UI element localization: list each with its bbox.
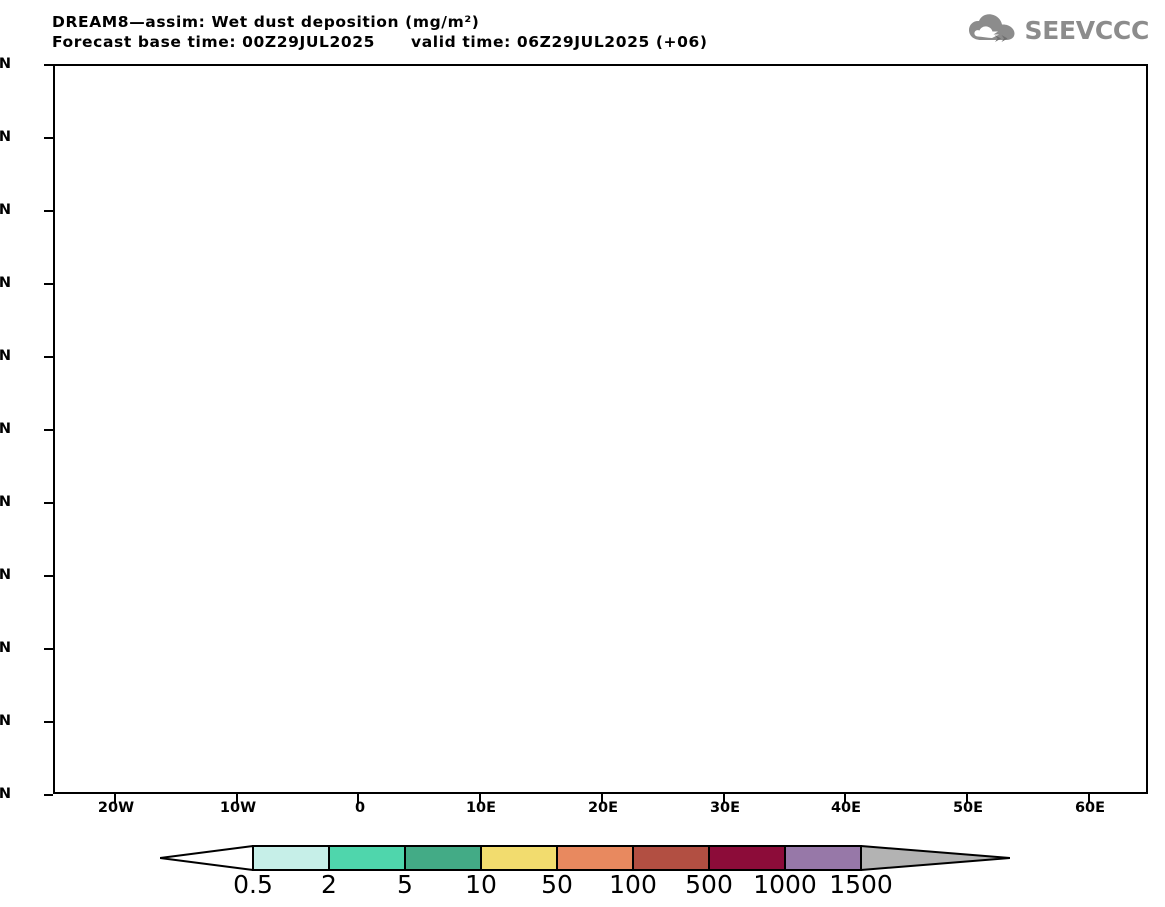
- chart-subtitle-text: Forecast base time: 00Z29JUL2025 valid t…: [52, 33, 708, 51]
- chart-title: DREAM8—assim: Wet dust deposition (mg/m²…: [52, 12, 852, 32]
- colorbar[interactable]: 0.5 2 5 10 50 100 500 1000 1500: [160, 845, 1010, 903]
- y-axis-tick: [44, 648, 53, 650]
- colorbar-band-6: [708, 845, 786, 871]
- colorbar-tick-2: 2: [321, 870, 337, 899]
- x-axis-tick: [844, 794, 846, 803]
- map-plot-border: [53, 64, 1148, 794]
- y-axis-label-15N: 15N: [0, 640, 11, 656]
- x-axis-label-60E: 60E: [1074, 800, 1106, 816]
- y-axis-label-45N: 45N: [0, 202, 11, 218]
- colorbar-band-4: [556, 845, 634, 871]
- x-axis-label-20E: 20E: [587, 800, 619, 816]
- colorbar-tick-500: 500: [685, 870, 733, 899]
- colorbar-tick-0.5: 0.5: [233, 870, 273, 899]
- y-axis-label-25N: 25N: [0, 494, 11, 510]
- colorbar-tick-100: 100: [609, 870, 657, 899]
- y-axis-tick: [44, 794, 53, 796]
- x-axis-tick: [114, 794, 116, 803]
- y-axis-tick: [44, 137, 53, 139]
- x-axis-tick: [966, 794, 968, 803]
- colorbar-tick-1500: 1500: [829, 870, 893, 899]
- chart-title-text: DREAM8—assim: Wet dust deposition (mg/m²…: [52, 13, 480, 31]
- colorbar-tick-1000: 1000: [753, 870, 817, 899]
- x-axis-tick: [601, 794, 603, 803]
- x-axis-label-30E: 30E: [709, 800, 741, 816]
- colorbar-under-arrow: [160, 845, 254, 871]
- y-axis-label-50N: 50N: [0, 129, 11, 145]
- x-axis-label-10E: 10E: [465, 800, 497, 816]
- y-axis-label-10N: 10N: [0, 713, 11, 729]
- colorbar-band-5: [632, 845, 710, 871]
- x-axis-label-50E: 50E: [952, 800, 984, 816]
- y-axis-tick: [44, 283, 53, 285]
- logo-text: SEEVCCC: [1024, 15, 1150, 45]
- y-axis-label-55N: 55N: [0, 56, 11, 72]
- x-axis-tick: [1088, 794, 1090, 803]
- chart-subtitle: Forecast base time: 00Z29JUL2025 valid t…: [52, 32, 852, 52]
- x-axis-label-40E: 40E: [830, 800, 862, 816]
- y-axis-tick: [44, 721, 53, 723]
- colorbar-band-3: [480, 845, 558, 871]
- y-axis-tick: [44, 356, 53, 358]
- x-axis-label-0: 0: [354, 800, 366, 816]
- x-axis-tick: [723, 794, 725, 803]
- x-axis-label-10W: 10W: [219, 800, 257, 816]
- colorbar-band-0: [252, 845, 330, 871]
- cloud-icon: [968, 13, 1018, 47]
- y-axis-label-40N: 40N: [0, 275, 11, 291]
- y-axis-tick: [44, 64, 53, 66]
- y-axis-tick: [44, 575, 53, 577]
- colorbar-band-7: [784, 845, 862, 871]
- x-axis-tick: [236, 794, 238, 803]
- seevccc-logo: SEEVCCC: [968, 13, 1149, 47]
- y-axis-label-5N: 5N: [0, 786, 11, 802]
- x-axis-label-20W: 20W: [97, 800, 135, 816]
- colorbar-tick-10: 10: [465, 870, 497, 899]
- colorbar-tick-50: 50: [541, 870, 573, 899]
- y-axis-label-35N: 35N: [0, 348, 11, 364]
- colorbar-band-2: [404, 845, 482, 871]
- y-axis-tick: [44, 429, 53, 431]
- colorbar-over-arrow: [860, 845, 1010, 871]
- y-axis-label-30N: 30N: [0, 421, 11, 437]
- colorbar-tick-5: 5: [397, 870, 413, 899]
- x-axis-tick: [357, 794, 359, 803]
- y-axis-label-20N: 20N: [0, 567, 11, 583]
- y-axis-tick: [44, 502, 53, 504]
- chart-header: DREAM8—assim: Wet dust deposition (mg/m²…: [52, 12, 852, 52]
- map-plot-area[interactable]: [53, 64, 1148, 794]
- x-axis-tick: [479, 794, 481, 803]
- y-axis-tick: [44, 210, 53, 212]
- colorbar-band-1: [328, 845, 406, 871]
- colorbar-bands: [160, 845, 1010, 871]
